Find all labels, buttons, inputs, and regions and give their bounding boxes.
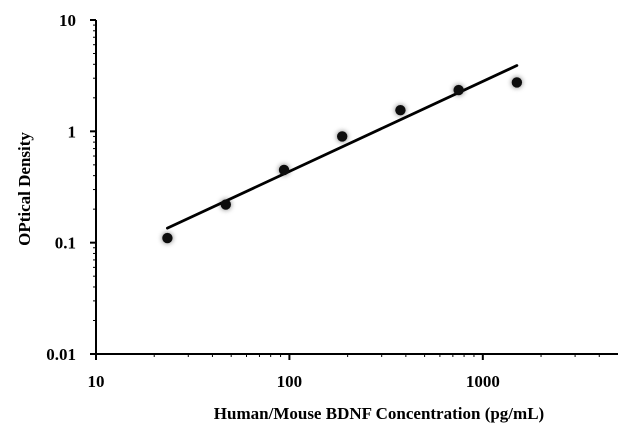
data-point bbox=[278, 164, 290, 176]
y-tick-label: 1 bbox=[68, 122, 77, 141]
y-axis-label: OPtical Density bbox=[15, 132, 34, 246]
y-tick-label: 10 bbox=[59, 11, 76, 30]
data-point bbox=[162, 232, 173, 244]
x-tick-label: 100 bbox=[277, 372, 303, 391]
ticks-layer bbox=[90, 19, 600, 360]
data-point bbox=[220, 199, 232, 210]
data-point bbox=[337, 131, 348, 142]
labels-layer: 0.01 0.1 1 10 10 100 1000 Human/Mouse BDNF Conc… bbox=[15, 11, 544, 423]
points-layer bbox=[162, 77, 523, 244]
x-tick-label: 1000 bbox=[466, 372, 500, 391]
fit-layer bbox=[166, 64, 519, 230]
trendline bbox=[166, 64, 519, 230]
data-point bbox=[453, 84, 464, 96]
axes-layer bbox=[95, 20, 618, 355]
data-point bbox=[395, 104, 406, 116]
y-tick-label: 0.1 bbox=[55, 234, 76, 253]
x-axis-label: Human/Mouse BDNF Concentration (pg/mL) bbox=[214, 404, 544, 423]
y-tick-label: 0.01 bbox=[46, 345, 76, 364]
data-point bbox=[511, 77, 523, 88]
x-tick-label: 10 bbox=[88, 372, 105, 391]
